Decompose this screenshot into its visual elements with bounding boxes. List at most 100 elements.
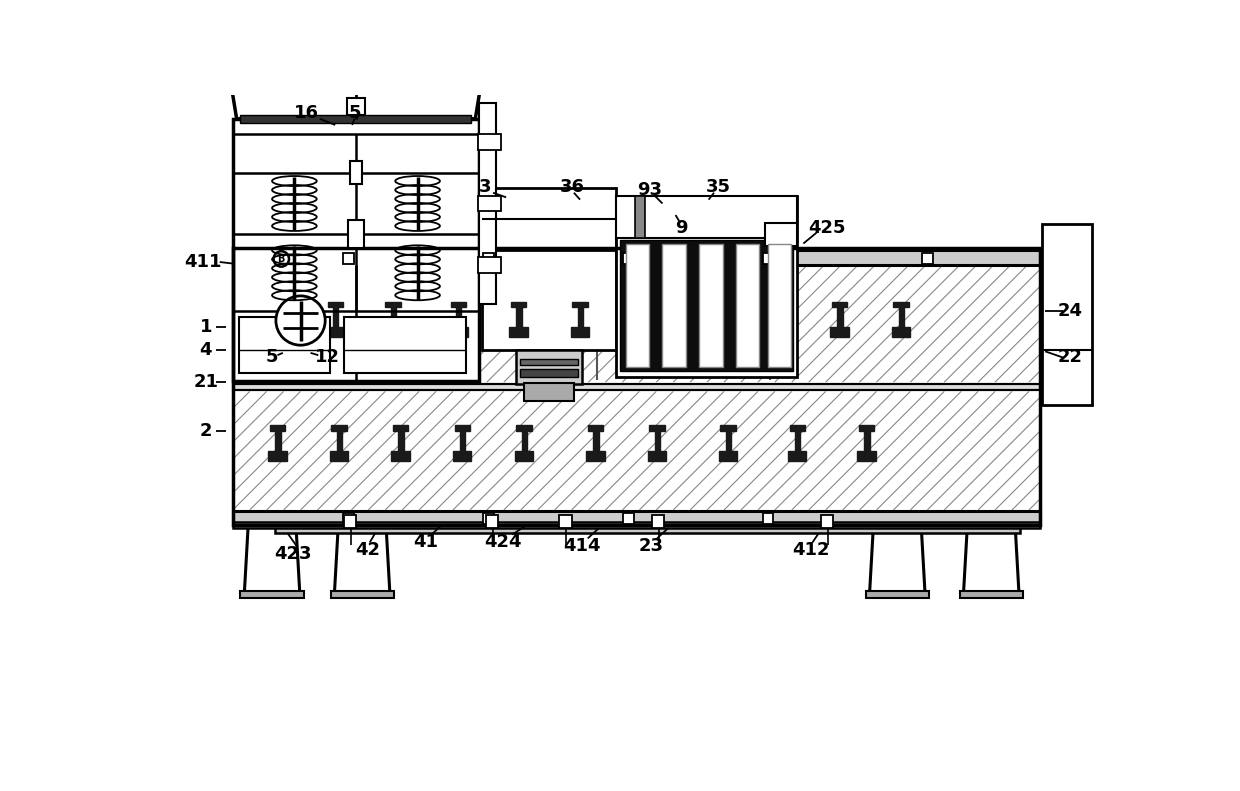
Bar (233, 248, 1040, 525)
Bar (570, 327, 589, 338)
Text: 1: 1 (200, 318, 212, 335)
Bar (763, 253, 774, 263)
Bar (231, 53, 481, 61)
Bar (573, 302, 588, 308)
Bar (523, 383, 574, 401)
Bar (383, 327, 402, 338)
Bar (392, 451, 410, 460)
Bar (616, 196, 797, 377)
Text: 42: 42 (355, 541, 379, 559)
Bar (233, 521, 1040, 528)
Bar (453, 451, 471, 460)
Bar (345, 317, 466, 373)
Bar (857, 451, 875, 460)
Bar (578, 305, 583, 332)
Bar (331, 426, 347, 430)
Bar (398, 429, 404, 456)
Bar (707, 305, 712, 332)
Bar (632, 327, 651, 338)
Bar (699, 327, 718, 338)
Bar (701, 302, 717, 308)
Bar (634, 302, 650, 308)
Bar (510, 327, 528, 338)
Text: 12: 12 (315, 349, 340, 366)
Bar (275, 523, 1021, 533)
Bar (593, 429, 599, 456)
Polygon shape (227, 57, 485, 119)
Bar (348, 221, 363, 248)
Bar (520, 359, 578, 365)
Text: 9: 9 (676, 219, 688, 237)
Text: B: B (278, 254, 285, 264)
Bar (393, 426, 408, 430)
Bar (337, 429, 342, 456)
Text: 22: 22 (1058, 349, 1083, 366)
Bar (616, 196, 797, 238)
Bar (270, 426, 285, 430)
Bar (347, 98, 366, 115)
Bar (866, 591, 929, 598)
Bar (520, 369, 578, 377)
Bar (455, 426, 470, 430)
Bar (460, 429, 465, 456)
Bar (331, 591, 394, 598)
Bar (837, 305, 843, 332)
Bar (241, 115, 471, 123)
Bar (479, 104, 496, 304)
Bar (343, 516, 356, 528)
Bar (450, 302, 466, 308)
Bar (787, 451, 806, 460)
Bar (343, 513, 353, 524)
Bar (859, 426, 874, 430)
Bar (790, 426, 805, 430)
Bar (765, 223, 797, 246)
Bar (391, 305, 396, 332)
Polygon shape (244, 525, 300, 593)
Bar (624, 253, 634, 263)
Bar (640, 305, 645, 332)
Bar (588, 426, 603, 430)
Bar (635, 196, 645, 238)
Bar (655, 429, 660, 456)
Bar (864, 429, 869, 456)
Bar (484, 253, 494, 263)
Bar (268, 451, 286, 460)
Bar (343, 253, 353, 263)
Text: 411: 411 (184, 253, 222, 271)
Bar (771, 305, 777, 332)
Bar (587, 451, 605, 460)
Bar (559, 516, 572, 528)
Bar (233, 250, 1040, 265)
Bar (515, 451, 533, 460)
Polygon shape (335, 525, 389, 593)
Bar (332, 305, 339, 332)
Bar (766, 302, 781, 308)
Bar (626, 244, 650, 367)
Bar (350, 161, 362, 184)
Text: 414: 414 (563, 537, 600, 555)
Text: 5: 5 (348, 104, 361, 122)
Text: 423: 423 (274, 545, 311, 563)
Bar (481, 188, 616, 350)
Bar (720, 426, 735, 430)
Bar (516, 350, 582, 384)
Bar (768, 244, 791, 367)
Text: 16: 16 (294, 104, 319, 122)
Bar (516, 305, 522, 332)
Bar (223, 48, 490, 57)
Bar (892, 327, 910, 338)
Bar (239, 317, 330, 373)
Bar (960, 591, 1023, 598)
Bar (725, 429, 730, 456)
Text: 36: 36 (559, 177, 585, 195)
Text: 424: 424 (485, 533, 522, 551)
Bar (241, 591, 304, 598)
Bar (511, 302, 526, 308)
Bar (719, 451, 737, 460)
Polygon shape (963, 525, 1019, 593)
Bar (522, 429, 527, 456)
Bar (620, 240, 794, 370)
Bar (765, 327, 784, 338)
Bar (477, 196, 501, 211)
Bar (233, 512, 1040, 525)
